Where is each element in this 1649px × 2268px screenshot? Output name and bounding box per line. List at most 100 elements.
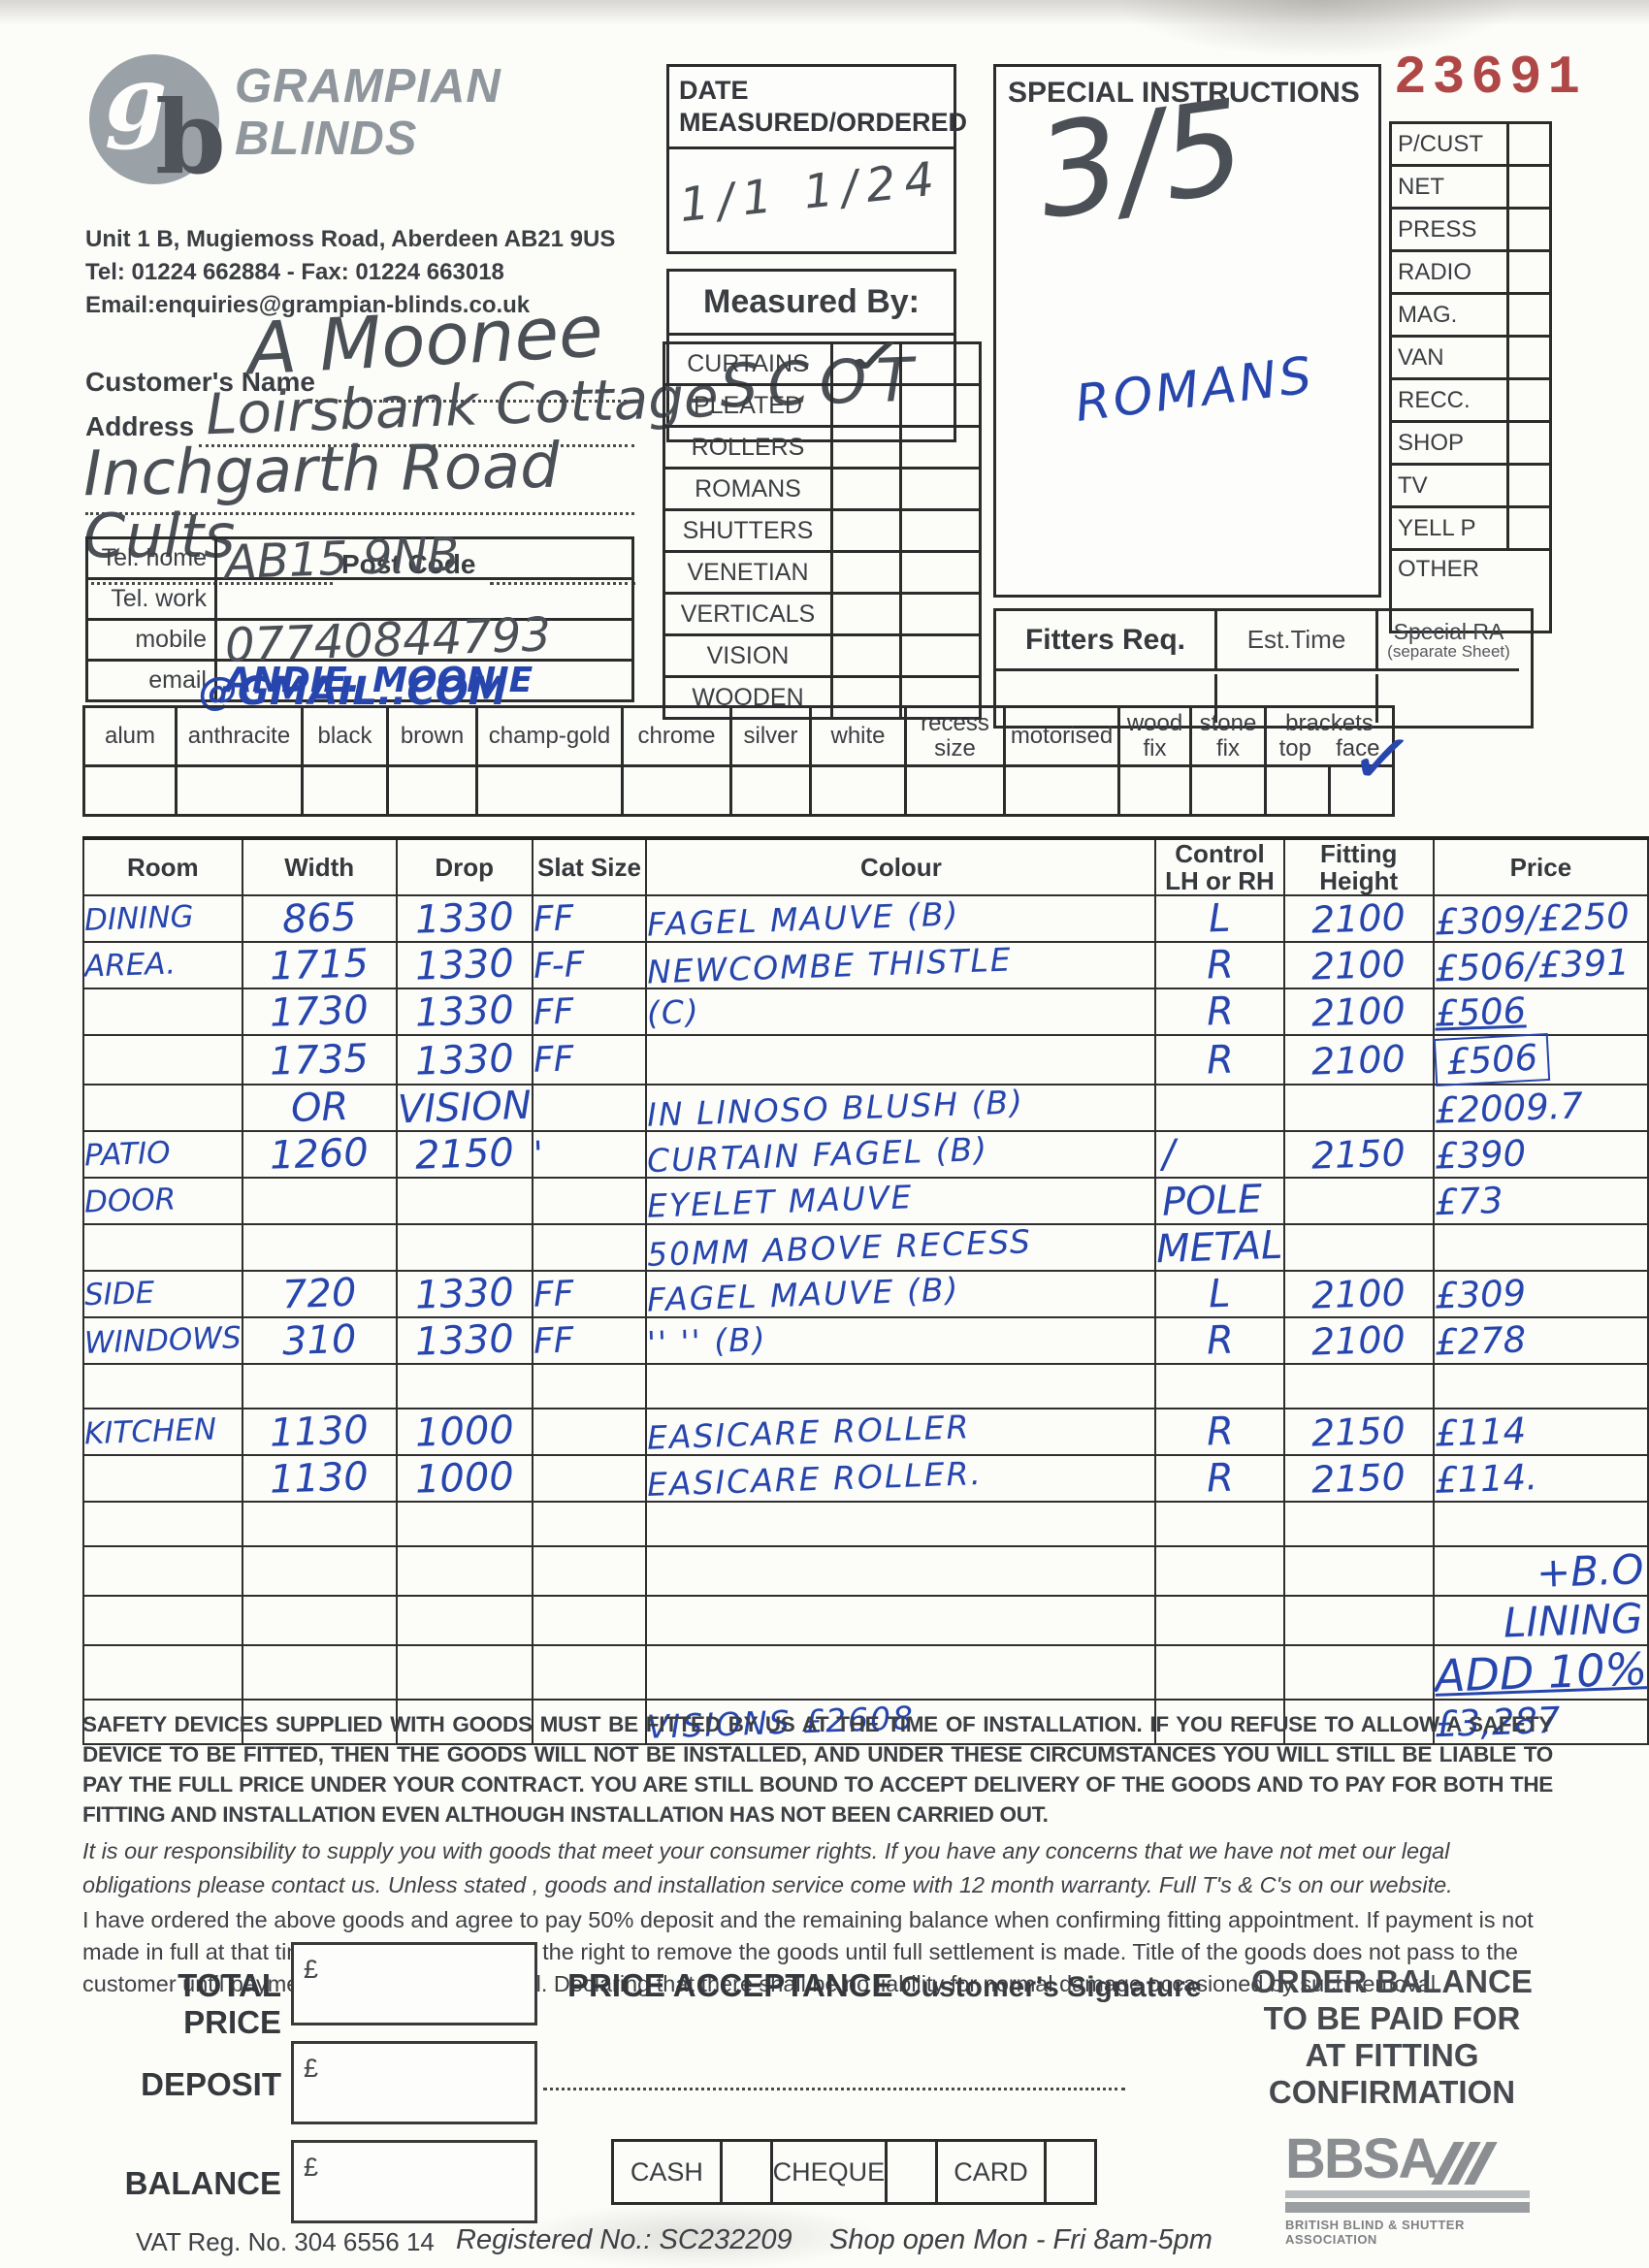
cell-width: 1715 (241, 941, 398, 989)
bbsa-acronym: BBSA (1285, 2127, 1439, 2190)
width-handwriting: OR (289, 1084, 349, 1132)
cell-control: METAL (1154, 1223, 1285, 1272)
cell-control: R (1154, 988, 1285, 1036)
product-type-tickbox (833, 636, 902, 675)
cell-colour: VISIONS £2608 (645, 1699, 1157, 1745)
product-type-label: VERTICALS (665, 595, 833, 633)
cell-drop: 1330 (395, 1316, 534, 1365)
payment-method-label: CARD (954, 2156, 1028, 2187)
cell-drop: 1000 (395, 1454, 534, 1503)
drop-handwriting: 1330 (413, 894, 515, 943)
cell-price: £390 (1432, 1130, 1649, 1179)
price-handwriting: £309/£250 (1434, 894, 1631, 943)
cell-fitting-height: 2150 (1282, 1454, 1435, 1503)
cell-width (241, 1177, 398, 1225)
cell-width: 1735 (241, 1034, 398, 1085)
options-header-row: alum anthracite black brown champ-gold c… (82, 705, 1395, 767)
payment-method-tickbox (723, 2142, 773, 2202)
cell-room: PATIO (82, 1130, 243, 1179)
fitters-req-label: Fitters Req. (1024, 623, 1186, 656)
control-handwriting: R (1205, 942, 1235, 988)
drop-handwriting: 1330 (413, 941, 515, 989)
fitting-height-handwriting: 2100 (1310, 988, 1406, 1035)
order-balance-note: ORDER BALANCE TO BE PAID FOR AT FITTING … (1232, 1963, 1552, 2111)
cell-width: OR (241, 1084, 398, 1132)
contact-row-label: mobile (88, 621, 217, 659)
special-instructions-value: 3/5 (1028, 71, 1254, 249)
cell-control (1154, 1501, 1285, 1547)
colour-handwriting: 50MM ABOVE RECESS (646, 1221, 1033, 1274)
brackets-label: brackets (1285, 710, 1374, 736)
signature-line (543, 2088, 1125, 2090)
product-type-tickbox (833, 595, 902, 633)
est-time-header: Est.Time (1217, 611, 1378, 671)
fitting-height-handwriting: 2100 (1310, 942, 1406, 988)
drop-handwriting: 2150 (413, 1130, 515, 1179)
cell-slat-size (531, 1084, 648, 1132)
cell-drop (395, 1595, 534, 1646)
cell-control (1154, 1699, 1285, 1745)
cell-room: DOOR (82, 1177, 243, 1225)
cell-room (82, 1545, 243, 1597)
vat-registration: VAT Reg. No. 304 6556 14 (136, 2227, 435, 2256)
cell-width (241, 1545, 398, 1597)
cell-drop: 1330 (395, 988, 534, 1036)
company-email: Email:enquiries@grampian-blinds.co.uk (85, 292, 531, 318)
media-checklist-row: TV (1389, 466, 1552, 508)
width-handwriting: 1715 (269, 941, 370, 989)
media-checklist-text: PRESS (1398, 215, 1477, 243)
product-type-row: VISION (663, 636, 982, 678)
cell-width (241, 1223, 398, 1272)
contact-row-value: AB15 9NB (217, 527, 631, 589)
media-checklist-row: NET (1389, 167, 1552, 210)
company-registration: Registered No.: SC232209 (456, 2224, 792, 2255)
payment-method-cell: CASH (614, 2142, 723, 2202)
control-handwriting: / (1161, 1131, 1177, 1178)
col-width: Width (241, 836, 398, 896)
cell-price: £506 (1432, 1032, 1649, 1087)
cell-fitting-height (1282, 1223, 1435, 1272)
cell-width (241, 1501, 398, 1547)
est-time-label: Est.Time (1246, 625, 1346, 654)
product-type-row: VERTICALS (663, 595, 982, 636)
col-control: Control LH or RH (1154, 836, 1285, 896)
bbsa-bar (1285, 2190, 1530, 2198)
contact-row-value: ANDIE. MOONIE (217, 661, 631, 700)
media-checklist-tickbox (1509, 252, 1549, 292)
media-checklist-row: PRESS (1389, 210, 1552, 252)
slat-handwriting: F-F (532, 944, 585, 987)
cell-price: £114. (1432, 1454, 1649, 1503)
cell-fitting-height (1282, 1545, 1435, 1597)
media-checklist-text: NET (1398, 173, 1444, 200)
est-time-cell (1217, 674, 1378, 723)
cell-control (1154, 1545, 1285, 1597)
cell-fitting-height: 2100 (1282, 1270, 1435, 1318)
product-type-label: PLEATED (665, 386, 833, 425)
cell-drop: 1330 (395, 894, 534, 943)
control-handwriting: R (1205, 1037, 1235, 1083)
cell-slat-size (531, 1454, 648, 1503)
media-checklist-label: P/CUST (1392, 124, 1509, 164)
company-address: Unit 1 B, Mugiemoss Road, Aberdeen AB21 … (85, 226, 616, 252)
product-type-extra-cell (902, 386, 979, 425)
col-colour: Colour (645, 836, 1157, 896)
cell-room (82, 1223, 243, 1272)
option-black: black (301, 705, 389, 767)
cell-slat-size: F-F (531, 941, 648, 989)
measurement-row: ADD 10% (82, 1642, 1649, 1702)
cell-drop (395, 1501, 534, 1547)
customer-name-line (303, 400, 634, 403)
cell-drop (395, 1363, 534, 1409)
room-handwriting: DOOR (83, 1182, 177, 1220)
payment-method-tickbox (888, 2142, 939, 2202)
width-handwriting: 1735 (269, 1035, 370, 1085)
cell-slat-size (531, 1177, 648, 1225)
fitting-height-handwriting: 2100 (1310, 1271, 1406, 1317)
option-chrome: chrome (621, 705, 732, 767)
media-checklist-row: P/CUST (1389, 124, 1552, 167)
measurement-row: 50MM ABOVE RECESS METAL (82, 1221, 1649, 1274)
colour-handwriting: (C) (646, 991, 701, 1032)
cell-colour (645, 1595, 1157, 1646)
price-handwriting: ADD 10% (1433, 1642, 1648, 1702)
media-checklist-row: RADIO (1389, 252, 1552, 295)
